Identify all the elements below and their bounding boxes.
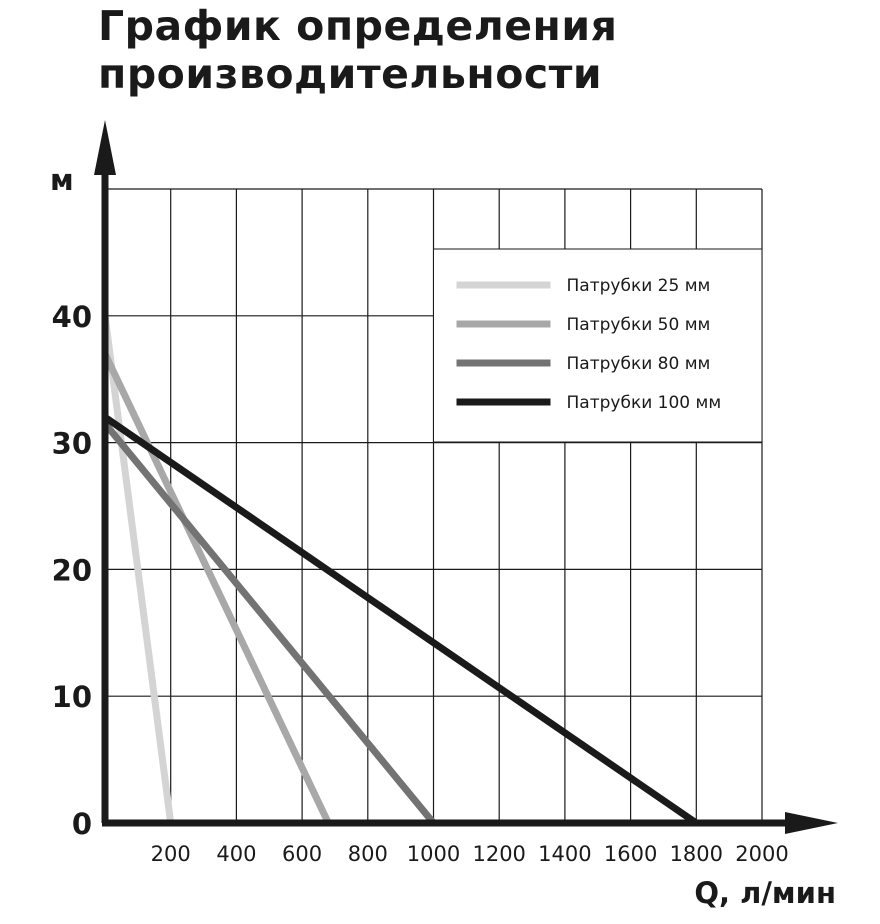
x-tick-label: 600 <box>282 842 322 866</box>
x-tick-label: 800 <box>348 842 388 866</box>
series-lines <box>101 315 699 826</box>
chart-title-line-2: производительности <box>98 50 603 98</box>
x-tick-label: 1000 <box>407 842 460 866</box>
legend-box <box>433 248 763 443</box>
legend-label: Патрубки 50 мм <box>567 315 711 335</box>
x-tick-label: 1400 <box>538 842 591 866</box>
series-line <box>102 421 437 826</box>
x-tick-label: 400 <box>216 842 256 866</box>
y-tick-label: 30 <box>52 427 92 461</box>
series-line <box>103 414 699 826</box>
y-tick-label: 10 <box>52 680 92 714</box>
legend-label: Патрубки 25 мм <box>567 276 711 296</box>
legend: Патрубки 25 мм Патрубки 50 мм Патрубки 80 … <box>433 248 763 443</box>
x-tick-label: 1800 <box>670 842 723 866</box>
chart-title: График определения производительности <box>98 2 617 98</box>
axes <box>94 120 838 834</box>
x-tick-label: 200 <box>151 842 191 866</box>
chart-title-line-1: График определения <box>98 2 618 50</box>
y-tick-label: 40 <box>52 300 92 334</box>
series-line <box>101 352 332 825</box>
x-axis-arrow <box>785 812 838 834</box>
series-line <box>101 315 175 824</box>
legend-label: Патрубки 100 мм <box>567 393 722 413</box>
y-tick-label: 0 <box>72 807 92 841</box>
x-tick-label: 1200 <box>472 842 525 866</box>
x-tick-label: 2000 <box>735 842 788 866</box>
tick-labels: 200 400 600 800 1000 1200 1400 1600 1800 2000 0 10 2… <box>52 300 789 866</box>
y-axis-arrow <box>94 120 116 175</box>
y-axis-label: м <box>50 163 74 197</box>
legend-label: Патрубки 80 мм <box>567 354 711 374</box>
x-axis-label: Q, л/мин <box>694 876 836 910</box>
y-tick-label: 20 <box>52 553 92 587</box>
x-tick-label: 1600 <box>604 842 657 866</box>
